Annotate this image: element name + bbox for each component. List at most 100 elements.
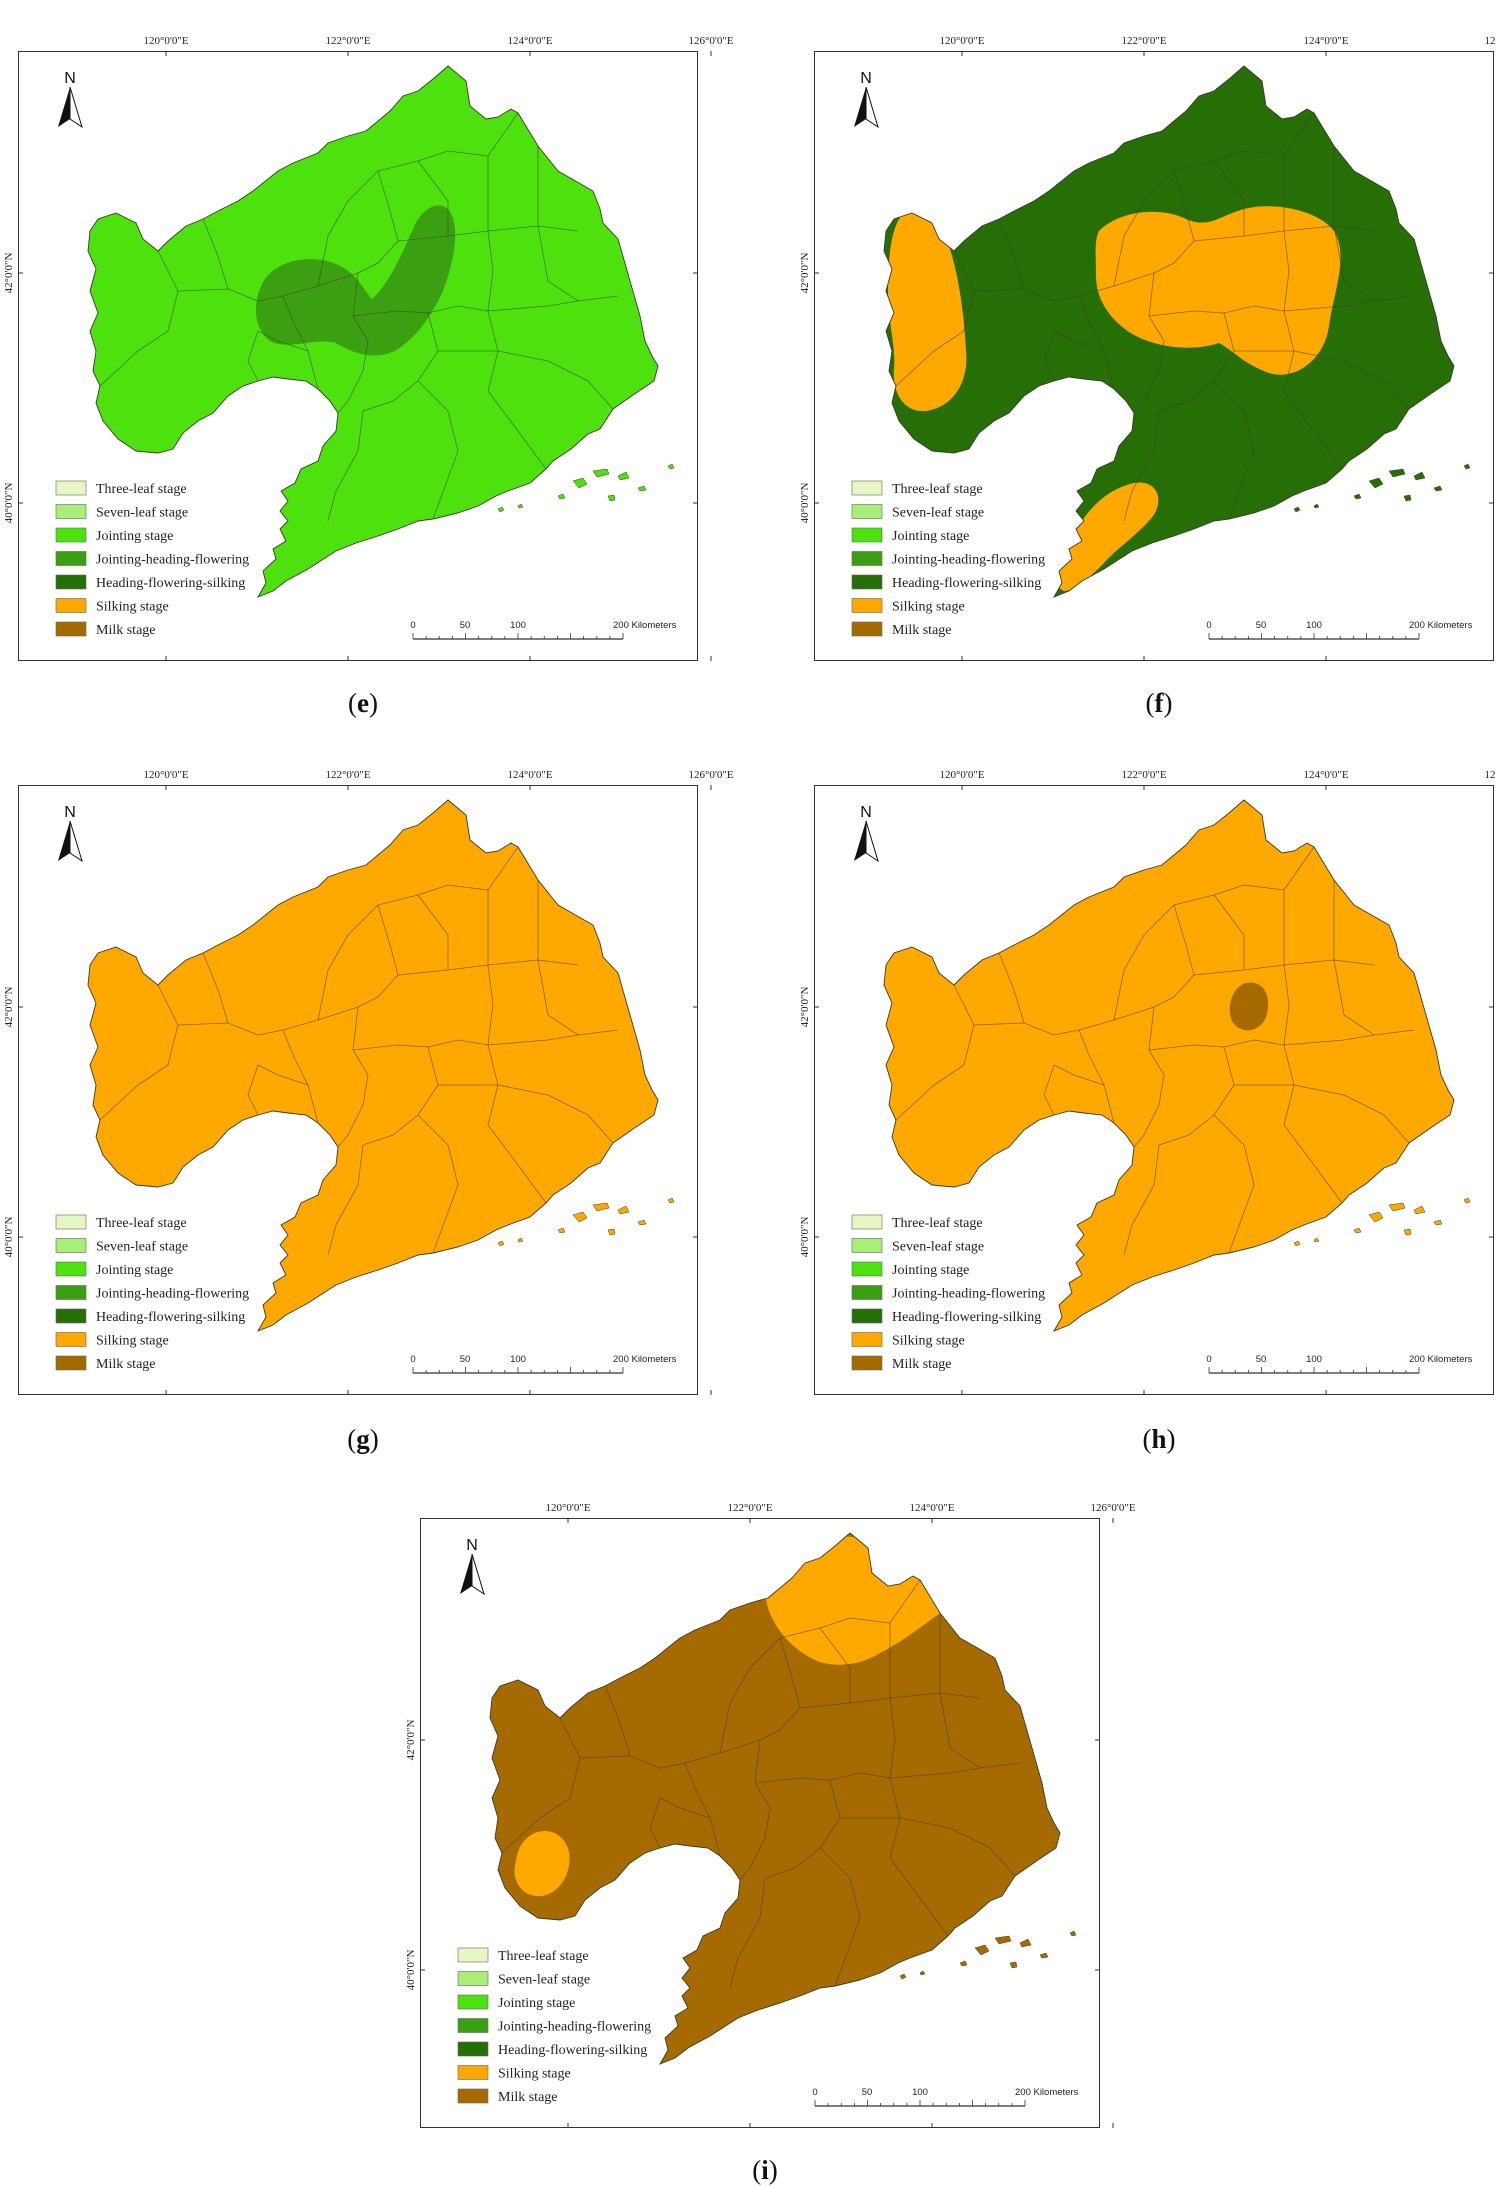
legend-item: Seven-leaf stage [55,504,188,521]
island [1463,463,1471,470]
legend-item: Jointing-heading-flowering [457,2018,651,2035]
svg-text:N: N [860,70,872,87]
svg-text:N: N [64,70,76,87]
legend-swatch [851,598,883,613]
map-svg-i: 120°0'0"E 122°0'0"E 124°0'0"E 126°0'0"E 42°0… [405,1502,1136,2128]
legend-item: Jointing stage [55,1261,173,1278]
county-boundary [327,410,364,522]
county-boundary [939,1692,1021,1769]
county-boundary [177,285,319,302]
island [592,1202,610,1212]
latitude-label: 42°0'0"N [3,987,15,1028]
island [1413,1205,1426,1215]
map-svg-f: 120°0'0"E 122°0'0"E 124°0'0"E 126°0'0"E 42°0… [799,35,1496,661]
legend-label: Heading-flowering-silking [892,576,1041,591]
legend-swatch [851,527,883,543]
legend-item: Jointing stage [55,527,173,544]
county-boundary [99,250,179,387]
county-boundary [337,272,369,414]
county-boundary [729,1877,766,1989]
legend-label: Heading-flowering-silking [96,576,245,591]
legend-swatch [851,1308,883,1324]
island [592,468,610,478]
scale-bar: 0 50 100 200 Kilometers [410,620,677,640]
panel-letter: h [1151,1424,1167,1454]
island [1463,1197,1471,1204]
longitude-label: 124°0'0"E [507,35,552,47]
island [667,1197,675,1204]
county-boundary [1043,1064,1055,1116]
legend-swatch [55,1285,87,1300]
latitude-label: 40°0'0"N [799,483,811,524]
region-fill [884,800,1454,1331]
island [1069,1930,1077,1937]
county-boundary [604,1685,631,1757]
longitude-label: 120°0'0"E [939,35,984,47]
legend-item: Seven-leaf stage [457,1971,590,1988]
legend-label: Seven-leaf stage [498,1973,590,1988]
county-boundary [1283,1124,1343,1204]
legend-swatch [55,1238,87,1253]
scale-label: 0 [410,1354,415,1365]
legend-item: Three-leaf stage [55,1214,187,1231]
legend-item: Silking stage [55,598,169,615]
island [497,506,505,513]
island [1039,1952,1049,1959]
county-boundary [417,894,449,970]
scale-label: 100 [912,2087,928,2098]
island [1009,1961,1018,1969]
county-boundary [247,330,259,382]
county-boundary [819,1847,861,1987]
legend-label: Jointing stage [892,1263,969,1278]
county-boundary [1133,1006,1165,1148]
panel-caption-h: (h) [1142,1424,1176,1454]
island [1293,506,1301,513]
county-boundary [487,1034,579,1046]
scale-label: 200 Kilometers [613,620,677,631]
county-boundary [1078,1029,1115,1124]
scale-bar: 0 50 100 200 Kilometers [1206,1354,1473,1374]
panel-caption-i: (i) [752,2155,778,2185]
region-outline [883,799,1455,1332]
island [1313,503,1320,509]
svg-text:N: N [860,804,872,821]
island [1368,477,1384,489]
longitude-label: 124°0'0"E [1303,35,1348,47]
legend-item: Jointing-heading-flowering [851,1285,1045,1302]
county-boundary [327,1144,364,1256]
county-boundary [1293,350,1410,410]
island [1353,1227,1362,1234]
longitude-label: 124°0'0"E [1303,769,1348,781]
legend-swatch [55,1308,87,1324]
island [607,1228,616,1236]
north-arrow-icon: N [58,804,83,863]
legend-swatch [851,1285,883,1300]
legend-label: Seven-leaf stage [96,1240,188,1255]
legend-item: Jointing stage [851,1261,969,1278]
island [637,1219,647,1226]
longitude-label: 122°0'0"E [325,35,370,47]
legend-swatch [457,2088,489,2104]
legend: Three-leaf stage Seven-leaf stage Jointing… [55,1214,249,1372]
county-boundary [317,170,399,287]
county-boundary [659,1797,711,1819]
county-boundary [177,1019,319,1036]
stage-patch [1229,982,1269,1031]
legend-swatch [55,1332,87,1347]
latitude-label: 40°0'0"N [405,1950,417,1991]
legend-label: Three-leaf stage [892,1216,983,1231]
legend-label: Jointing-heading-flowering [96,1287,249,1302]
scale-label: 50 [460,1354,471,1365]
longitude-label: 124°0'0"E [909,1502,954,1514]
north-arrow-icon: N [460,1537,485,1596]
scale-label: 100 [510,620,526,631]
county-boundary [497,1084,614,1144]
island [497,1240,505,1247]
panel-letter: f [1154,688,1164,718]
scale-label: 200 Kilometers [1409,1354,1473,1365]
legend-swatch [851,551,883,566]
legend-label: Three-leaf stage [498,1949,589,1964]
county-boundary [1293,1084,1410,1144]
island [572,1211,588,1223]
legend-item: Seven-leaf stage [851,504,984,521]
